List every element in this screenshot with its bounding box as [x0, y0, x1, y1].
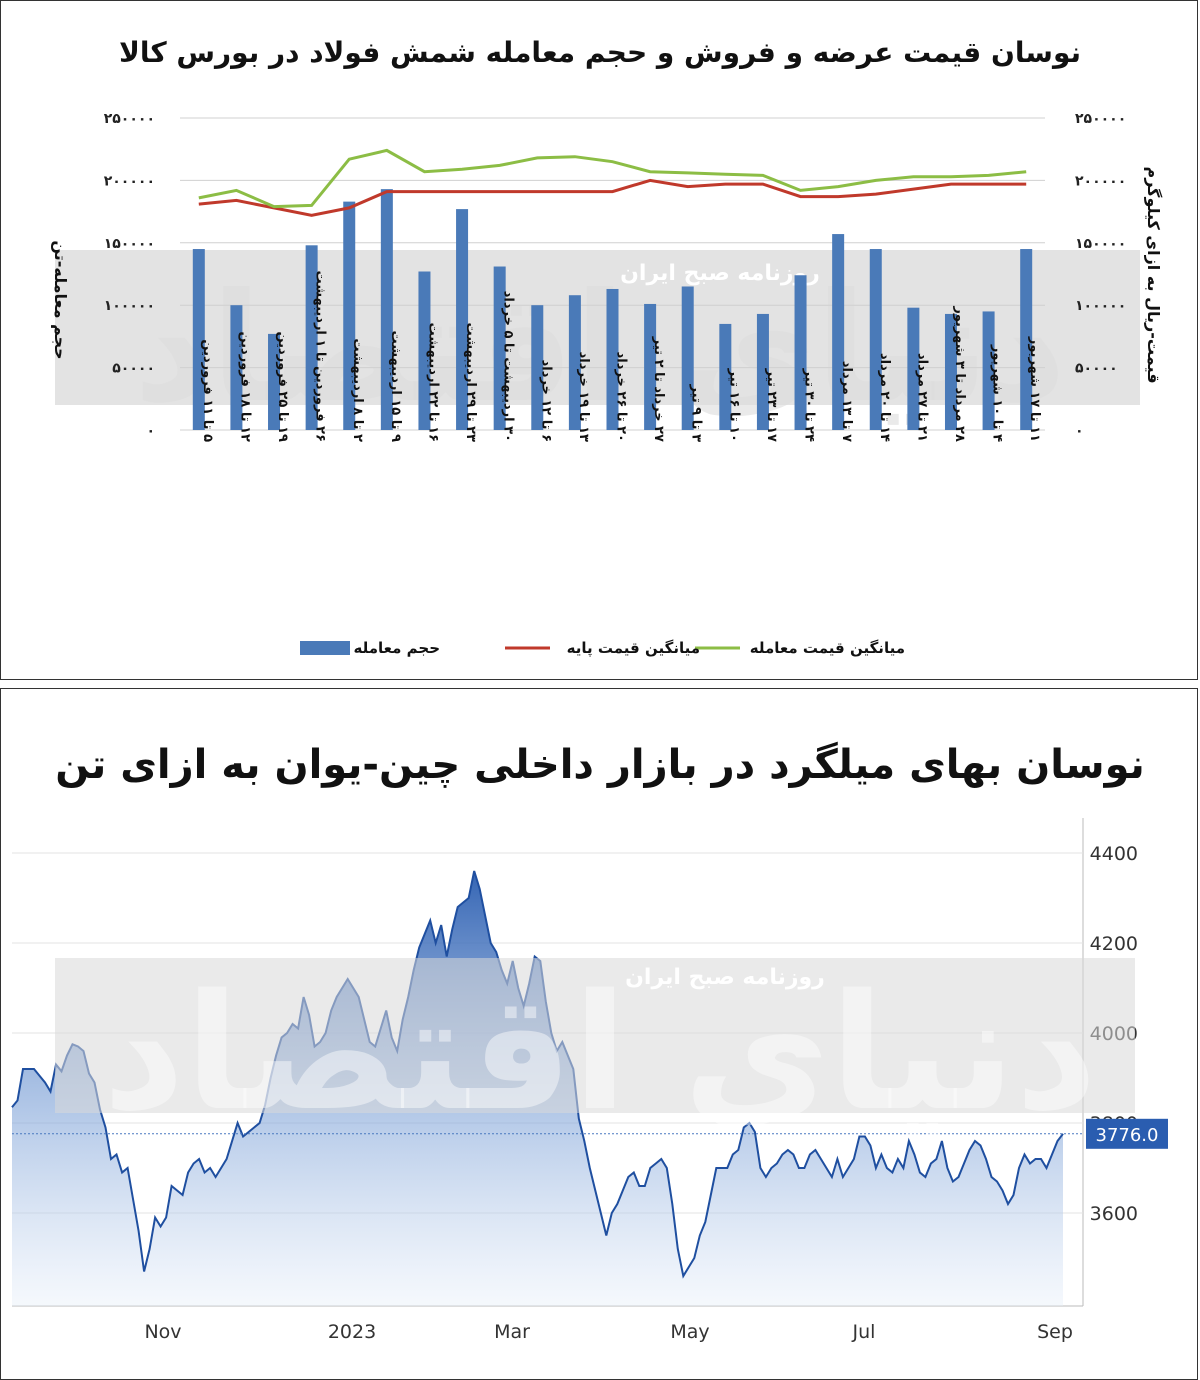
- line-trade-price: [198, 148, 1027, 209]
- category-label: ۱۱ تا ۱۷ شهریور: [1027, 336, 1042, 442]
- watermark-banner-text: روزنامه صبح ایران: [625, 965, 825, 990]
- category-label: ۳۰ اردیبهشت تا ۵ خرداد: [501, 291, 516, 442]
- y-tick-label-right: ۵۰۰۰۰: [1075, 361, 1118, 377]
- bar-volume: [456, 209, 469, 430]
- y-tick-label-left: ۲۵۰۰۰۰: [104, 111, 155, 127]
- y-tick-label-left: ۵۰۰۰۰: [112, 361, 155, 377]
- bar-volume: [268, 333, 281, 430]
- bar-volume: [531, 305, 544, 430]
- y-tick-label: 4200: [1090, 933, 1138, 955]
- category-label: ۳ تا ۹ تیر: [689, 383, 704, 442]
- last-value-badge: [1086, 1118, 1168, 1149]
- x-tick-label: Mar: [494, 1321, 530, 1343]
- y-tick-label-left: ۱۵۰۰۰۰: [104, 236, 155, 252]
- x-tick-label: May: [670, 1321, 709, 1343]
- y-tick-label-left: ۰: [146, 423, 155, 439]
- y-tick-label-right: ۲۵۰۰۰۰: [1075, 111, 1126, 127]
- bar-volume: [907, 307, 920, 430]
- category-label: ۵ تا ۱۱ فروردین: [200, 339, 215, 442]
- category-label: ۲۳ تا ۲۹ اردیبهشت: [463, 323, 478, 443]
- y-tick-label-right: ۰: [1075, 423, 1084, 439]
- bar-volume: [343, 201, 356, 430]
- category-label: ۴ تا ۱۰ شهریور: [990, 344, 1005, 442]
- line-base-price: [198, 178, 1027, 217]
- category-label: ۹ تا ۱۵ اردیبهشت: [388, 330, 403, 442]
- y-tick-label: 4400: [1090, 843, 1138, 865]
- bar-volume: [719, 323, 732, 430]
- y-tick-label-left: ۱۰۰۰۰۰: [104, 298, 155, 314]
- watermark-logo-text: دنیای اقتصاد: [103, 959, 1098, 1146]
- category-label: ۶ تا ۱۲ خرداد: [538, 360, 553, 442]
- category-label: ۲ تا ۸ اردیبهشت: [350, 338, 365, 442]
- bar-volume: [982, 311, 995, 430]
- category-label: ۲۱ تا ۲۷ مرداد: [914, 353, 929, 442]
- x-tick-label: 2023: [328, 1321, 376, 1343]
- category-label: ۲۷ خرداد تا ۲ تیر: [651, 336, 666, 442]
- bar-volume: [568, 295, 581, 430]
- category-label: ۱۹ تا ۲۵ فروردین: [275, 331, 290, 442]
- bar-volume: [794, 275, 807, 430]
- bar-volume: [380, 189, 393, 430]
- legend-label: حجم معامله: [354, 639, 441, 657]
- category-label: ۱۰ تا ۱۶ تیر: [726, 368, 741, 442]
- category-label: ۱۳ تا ۱۹ خرداد: [576, 352, 591, 442]
- category-label: ۱۴ تا ۲۰ مرداد: [877, 353, 892, 442]
- category-label: ۱۶ تا ۲۲ اردیبهشت: [425, 323, 440, 442]
- last-value-label: 3776.0: [1096, 1125, 1159, 1146]
- legend-swatch: [300, 641, 350, 655]
- y-axis-label-left: حجم معامله-تن: [51, 240, 70, 359]
- bar-volume: [644, 303, 657, 430]
- category-label: ۲۰ تا ۲۶ خرداد: [614, 352, 629, 442]
- category-label: ۱۷ تا ۲۳ تیر: [764, 368, 779, 442]
- bar-volume: [192, 249, 205, 430]
- y-tick-label-right: ۱۵۰۰۰۰: [1075, 236, 1126, 252]
- y-tick-label-right: ۱۰۰۰۰۰: [1075, 298, 1126, 314]
- y-axis-label-right: قیمت-ریال به ازای کیلوگرم: [1144, 166, 1163, 383]
- y-tick-label-right: ۲۰۰۰۰۰: [1075, 173, 1126, 189]
- bar-volume: [305, 245, 318, 430]
- x-tick-label: Sep: [1037, 1321, 1073, 1343]
- bar-volume: [869, 249, 882, 430]
- bar-volume: [606, 288, 619, 430]
- bar-volume: [681, 286, 694, 430]
- y-tick-label-left: ۲۰۰۰۰۰: [104, 173, 155, 189]
- legend-label: میانگین قیمت پایه: [567, 639, 700, 658]
- x-tick-label: Nov: [144, 1321, 181, 1343]
- category-label: ۲۴ تا ۳۰ تیر: [802, 368, 817, 442]
- category-label: ۷ تا ۱۳ مرداد: [839, 361, 854, 442]
- bar-volume: [1020, 249, 1033, 430]
- x-tick-label: Jul: [852, 1321, 876, 1343]
- chart-title-rebar-price: نوسان بهای میلگرد در بازار داخلی چین-یوا…: [55, 742, 1145, 788]
- rebar-price-chart: 360038004000420044003776.0Nov2023MarMayJ…: [11, 818, 1168, 1343]
- chart-title-steel-billet: نوسان قیمت عرضه و فروش و حجم معامله شمش …: [118, 36, 1082, 69]
- bar-volume: [756, 313, 769, 430]
- category-label: ۲۸ مرداد تا ۳ شهریور: [952, 305, 967, 442]
- watermark-band: [55, 958, 1135, 1113]
- bar-volume: [418, 271, 431, 430]
- category-label: ۲۶ فروردین تا ۱ اردیبهشت: [313, 271, 328, 442]
- watermark-banner-text: روزنامه صبح ایران: [620, 261, 820, 286]
- bar-volume: [832, 234, 845, 430]
- bar-volume: [493, 266, 506, 430]
- bar-volume: [944, 313, 957, 430]
- legend-label: میانگین قیمت معامله: [750, 639, 905, 657]
- bar-volume: [230, 305, 243, 430]
- y-tick-label: 3600: [1090, 1203, 1138, 1225]
- category-label: ۱۲ تا ۱۸ فروردین: [237, 331, 252, 442]
